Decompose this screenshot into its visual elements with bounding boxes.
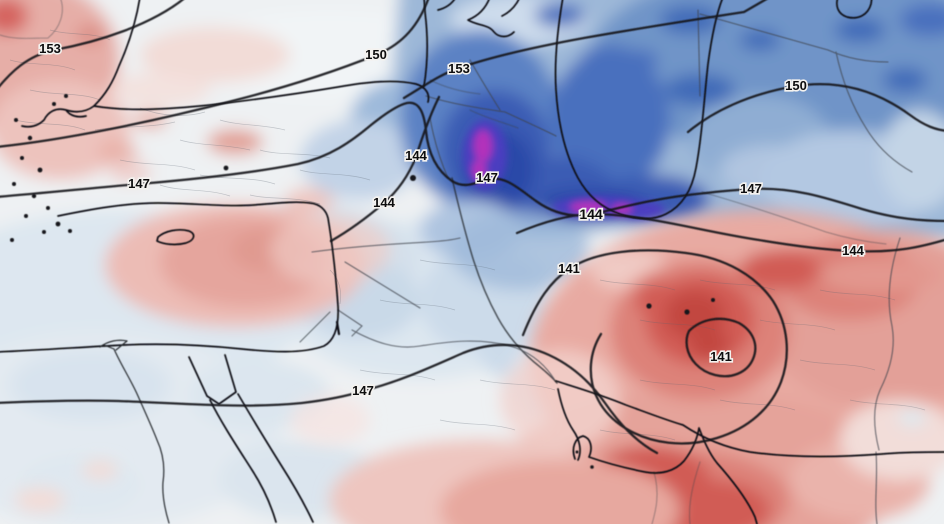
contour-label-147: 147 [352, 383, 374, 398]
contour-label-144: 144 [405, 148, 427, 163]
contour-141-outer [521, 249, 788, 445]
admin-borders-layer [9, 29, 926, 441]
contour-label-144: 144 [842, 243, 864, 258]
contour-144-caspian [515, 212, 944, 253]
contour-labels: 153 150 153 150 144 147 147 147 144 144 144 141 141 1… [38, 39, 867, 399]
contour-147-south [0, 343, 659, 455]
contour-label-141: 141 [710, 349, 732, 364]
contour-label-153: 153 [39, 41, 61, 56]
country-borders-layer [0, 0, 913, 524]
cold-core-layer [463, 120, 665, 219]
islands-layer [10, 94, 715, 469]
contour-150-east [686, 83, 944, 134]
contour-150-west [0, 0, 430, 148]
contour-label-150: 150 [785, 78, 807, 93]
contour-141-core [685, 317, 757, 378]
contour-label-144: 144 [579, 206, 603, 222]
contour-label-141: 141 [558, 261, 580, 276]
contour-label-147: 147 [740, 181, 762, 196]
contour-lines-layer [0, 0, 944, 455]
contour-label-147: 147 [128, 176, 150, 191]
warm-mass-layer [15, 210, 944, 524]
contour-153-west [0, 0, 184, 88]
contour-144-inner [329, 95, 441, 243]
contour-147-main [0, 101, 944, 223]
contour-label-150: 150 [365, 47, 387, 62]
contour-label-153: 153 [448, 61, 470, 76]
contour-153-caucasus [402, 0, 768, 100]
contour-label-144: 144 [373, 195, 395, 210]
contour-label-147: 147 [476, 170, 498, 185]
